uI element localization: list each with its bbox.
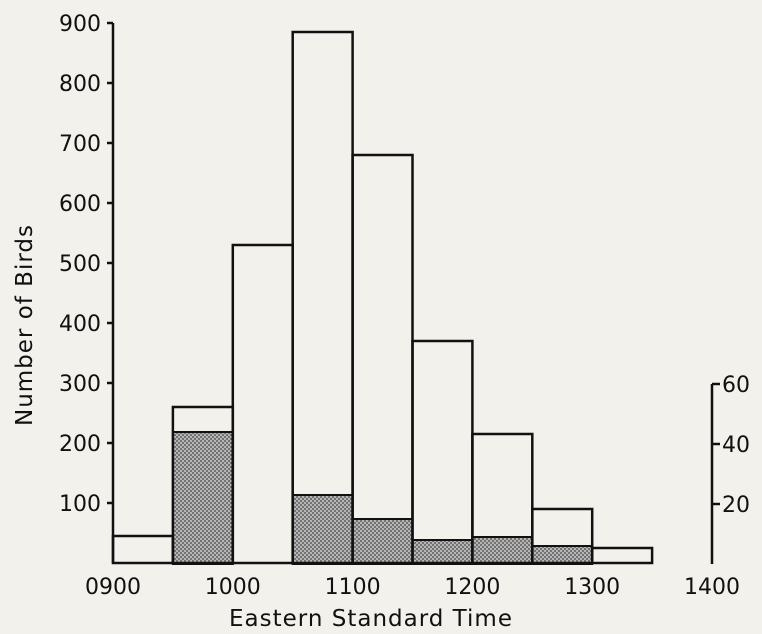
stippled-bar-1100 bbox=[351, 518, 414, 565]
x-tick-label-1300: 1300 bbox=[564, 575, 620, 600]
stippled-bar-1200 bbox=[471, 536, 534, 565]
y-tick-label-600: 600 bbox=[59, 192, 101, 217]
stippled-bars-layer bbox=[171, 431, 594, 565]
x-tick-label-1200: 1200 bbox=[444, 575, 500, 600]
stippled-bar-1050 bbox=[291, 494, 354, 565]
x-tick-label-1000: 1000 bbox=[205, 575, 261, 600]
right-y-axis-ticks: 20 40 60 bbox=[712, 373, 750, 518]
y-tick-label-800: 800 bbox=[59, 72, 101, 97]
stippled-bar-1250 bbox=[531, 545, 594, 565]
outline-bar-900 bbox=[111, 534, 175, 565]
x-axis-title: Eastern Standard Time bbox=[229, 606, 513, 632]
stippled-bar-950 bbox=[171, 431, 234, 565]
x-axis-ticks: 0900 1000 1100 1200 1300 1400 bbox=[85, 575, 740, 600]
outline-bar-1250 bbox=[531, 507, 594, 565]
outline-bar-1300 bbox=[590, 546, 654, 565]
x-tick-label-1100: 1100 bbox=[325, 575, 381, 600]
right-y-tick-label-60: 60 bbox=[722, 373, 750, 398]
outline-bar-1150 bbox=[411, 339, 474, 565]
y-axis-ticks: 100 200 300 400 500 600 700 800 900 bbox=[59, 12, 113, 517]
outline-bar-1100 bbox=[351, 153, 414, 565]
outline-bar-1050 bbox=[291, 30, 354, 565]
outline-bars-layer bbox=[111, 30, 654, 565]
right-y-tick-label-40: 40 bbox=[722, 433, 750, 458]
y-tick-label-500: 500 bbox=[59, 252, 101, 277]
x-tick-label-0900: 0900 bbox=[85, 575, 141, 600]
y-tick-label-900: 900 bbox=[59, 12, 101, 37]
y-axis-title: Number of Birds bbox=[12, 224, 38, 426]
outline-bar-1200 bbox=[471, 432, 534, 565]
y-tick-label-400: 400 bbox=[59, 312, 101, 337]
y-tick-label-700: 700 bbox=[59, 132, 101, 157]
x-tick-label-1400: 1400 bbox=[684, 575, 740, 600]
y-tick-label-200: 200 bbox=[59, 432, 101, 457]
y-tick-label-100: 100 bbox=[59, 492, 101, 517]
y-tick-label-300: 300 bbox=[59, 372, 101, 397]
stippled-bar-1150 bbox=[411, 539, 474, 565]
right-y-tick-label-20: 20 bbox=[722, 493, 750, 518]
outline-bar-1000 bbox=[231, 243, 294, 565]
